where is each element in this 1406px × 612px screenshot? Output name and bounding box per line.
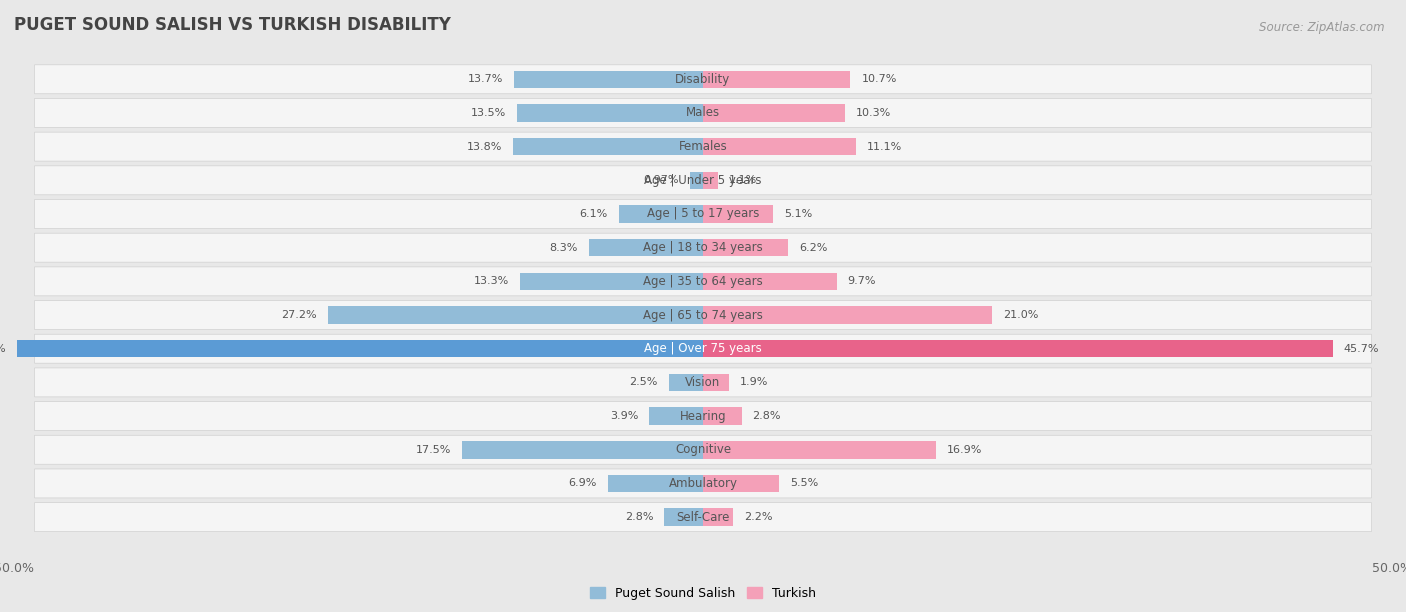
FancyBboxPatch shape (35, 300, 1371, 329)
Text: 8.3%: 8.3% (550, 243, 578, 253)
Bar (703, 239, 789, 256)
Bar (689, 171, 703, 189)
Bar (515, 70, 703, 88)
Bar (665, 509, 703, 526)
Bar (669, 374, 703, 391)
Text: 6.9%: 6.9% (568, 479, 598, 488)
Bar (520, 272, 703, 290)
FancyBboxPatch shape (35, 401, 1371, 431)
Bar (703, 205, 773, 223)
FancyBboxPatch shape (35, 334, 1371, 363)
Bar (703, 104, 845, 122)
Text: 10.7%: 10.7% (862, 74, 897, 84)
FancyBboxPatch shape (35, 132, 1371, 161)
Text: 2.8%: 2.8% (752, 411, 782, 421)
Bar (703, 475, 779, 492)
Text: 45.7%: 45.7% (1344, 344, 1379, 354)
Text: Source: ZipAtlas.com: Source: ZipAtlas.com (1260, 21, 1385, 34)
Text: 16.9%: 16.9% (946, 445, 983, 455)
Text: 5.1%: 5.1% (785, 209, 813, 219)
Bar (589, 239, 703, 256)
Text: Hearing: Hearing (679, 409, 727, 422)
Text: 6.1%: 6.1% (579, 209, 607, 219)
Bar (703, 138, 856, 155)
Text: 0.97%: 0.97% (643, 175, 679, 185)
Text: Cognitive: Cognitive (675, 443, 731, 457)
Text: Self-Care: Self-Care (676, 510, 730, 524)
Text: 9.7%: 9.7% (848, 277, 876, 286)
FancyBboxPatch shape (35, 166, 1371, 195)
Text: Males: Males (686, 106, 720, 119)
Bar (513, 138, 703, 155)
Text: Age | 5 to 17 years: Age | 5 to 17 years (647, 207, 759, 220)
Text: 11.1%: 11.1% (868, 141, 903, 152)
FancyBboxPatch shape (35, 502, 1371, 532)
Bar (461, 441, 703, 458)
FancyBboxPatch shape (35, 368, 1371, 397)
Bar (703, 70, 851, 88)
Text: Vision: Vision (685, 376, 721, 389)
Text: 13.3%: 13.3% (474, 277, 509, 286)
Bar (17, 340, 703, 357)
Bar (703, 272, 837, 290)
Text: 2.5%: 2.5% (628, 378, 658, 387)
Text: Age | 18 to 34 years: Age | 18 to 34 years (643, 241, 763, 254)
Text: 5.5%: 5.5% (790, 479, 818, 488)
FancyBboxPatch shape (35, 200, 1371, 228)
Bar (703, 171, 718, 189)
Text: Age | 65 to 74 years: Age | 65 to 74 years (643, 308, 763, 321)
Text: 13.7%: 13.7% (468, 74, 503, 84)
Text: 27.2%: 27.2% (281, 310, 318, 320)
Text: 49.8%: 49.8% (0, 344, 6, 354)
Text: 1.9%: 1.9% (740, 378, 769, 387)
Text: 13.8%: 13.8% (467, 141, 502, 152)
FancyBboxPatch shape (35, 267, 1371, 296)
FancyBboxPatch shape (35, 65, 1371, 94)
Bar (517, 104, 703, 122)
Bar (703, 408, 741, 425)
Text: 2.8%: 2.8% (624, 512, 654, 522)
Text: Age | Under 5 years: Age | Under 5 years (644, 174, 762, 187)
Text: 21.0%: 21.0% (1004, 310, 1039, 320)
Bar (328, 306, 703, 324)
Text: 10.3%: 10.3% (856, 108, 891, 118)
FancyBboxPatch shape (35, 233, 1371, 262)
Text: PUGET SOUND SALISH VS TURKISH DISABILITY: PUGET SOUND SALISH VS TURKISH DISABILITY (14, 15, 451, 34)
Text: 13.5%: 13.5% (471, 108, 506, 118)
Text: 6.2%: 6.2% (800, 243, 828, 253)
Text: 2.2%: 2.2% (744, 512, 773, 522)
Bar (703, 374, 730, 391)
Text: 3.9%: 3.9% (610, 411, 638, 421)
Text: 1.1%: 1.1% (730, 175, 758, 185)
Bar (607, 475, 703, 492)
Bar (703, 441, 936, 458)
Text: Age | Over 75 years: Age | Over 75 years (644, 342, 762, 355)
FancyBboxPatch shape (35, 469, 1371, 498)
Bar (703, 306, 993, 324)
Legend: Puget Sound Salish, Turkish: Puget Sound Salish, Turkish (585, 582, 821, 605)
FancyBboxPatch shape (35, 435, 1371, 465)
Text: Disability: Disability (675, 73, 731, 86)
Text: Ambulatory: Ambulatory (668, 477, 738, 490)
Bar (619, 205, 703, 223)
Text: Females: Females (679, 140, 727, 153)
Bar (703, 340, 1333, 357)
FancyBboxPatch shape (35, 99, 1371, 127)
Bar (650, 408, 703, 425)
Bar (703, 509, 734, 526)
Text: Age | 35 to 64 years: Age | 35 to 64 years (643, 275, 763, 288)
Text: 17.5%: 17.5% (415, 445, 451, 455)
